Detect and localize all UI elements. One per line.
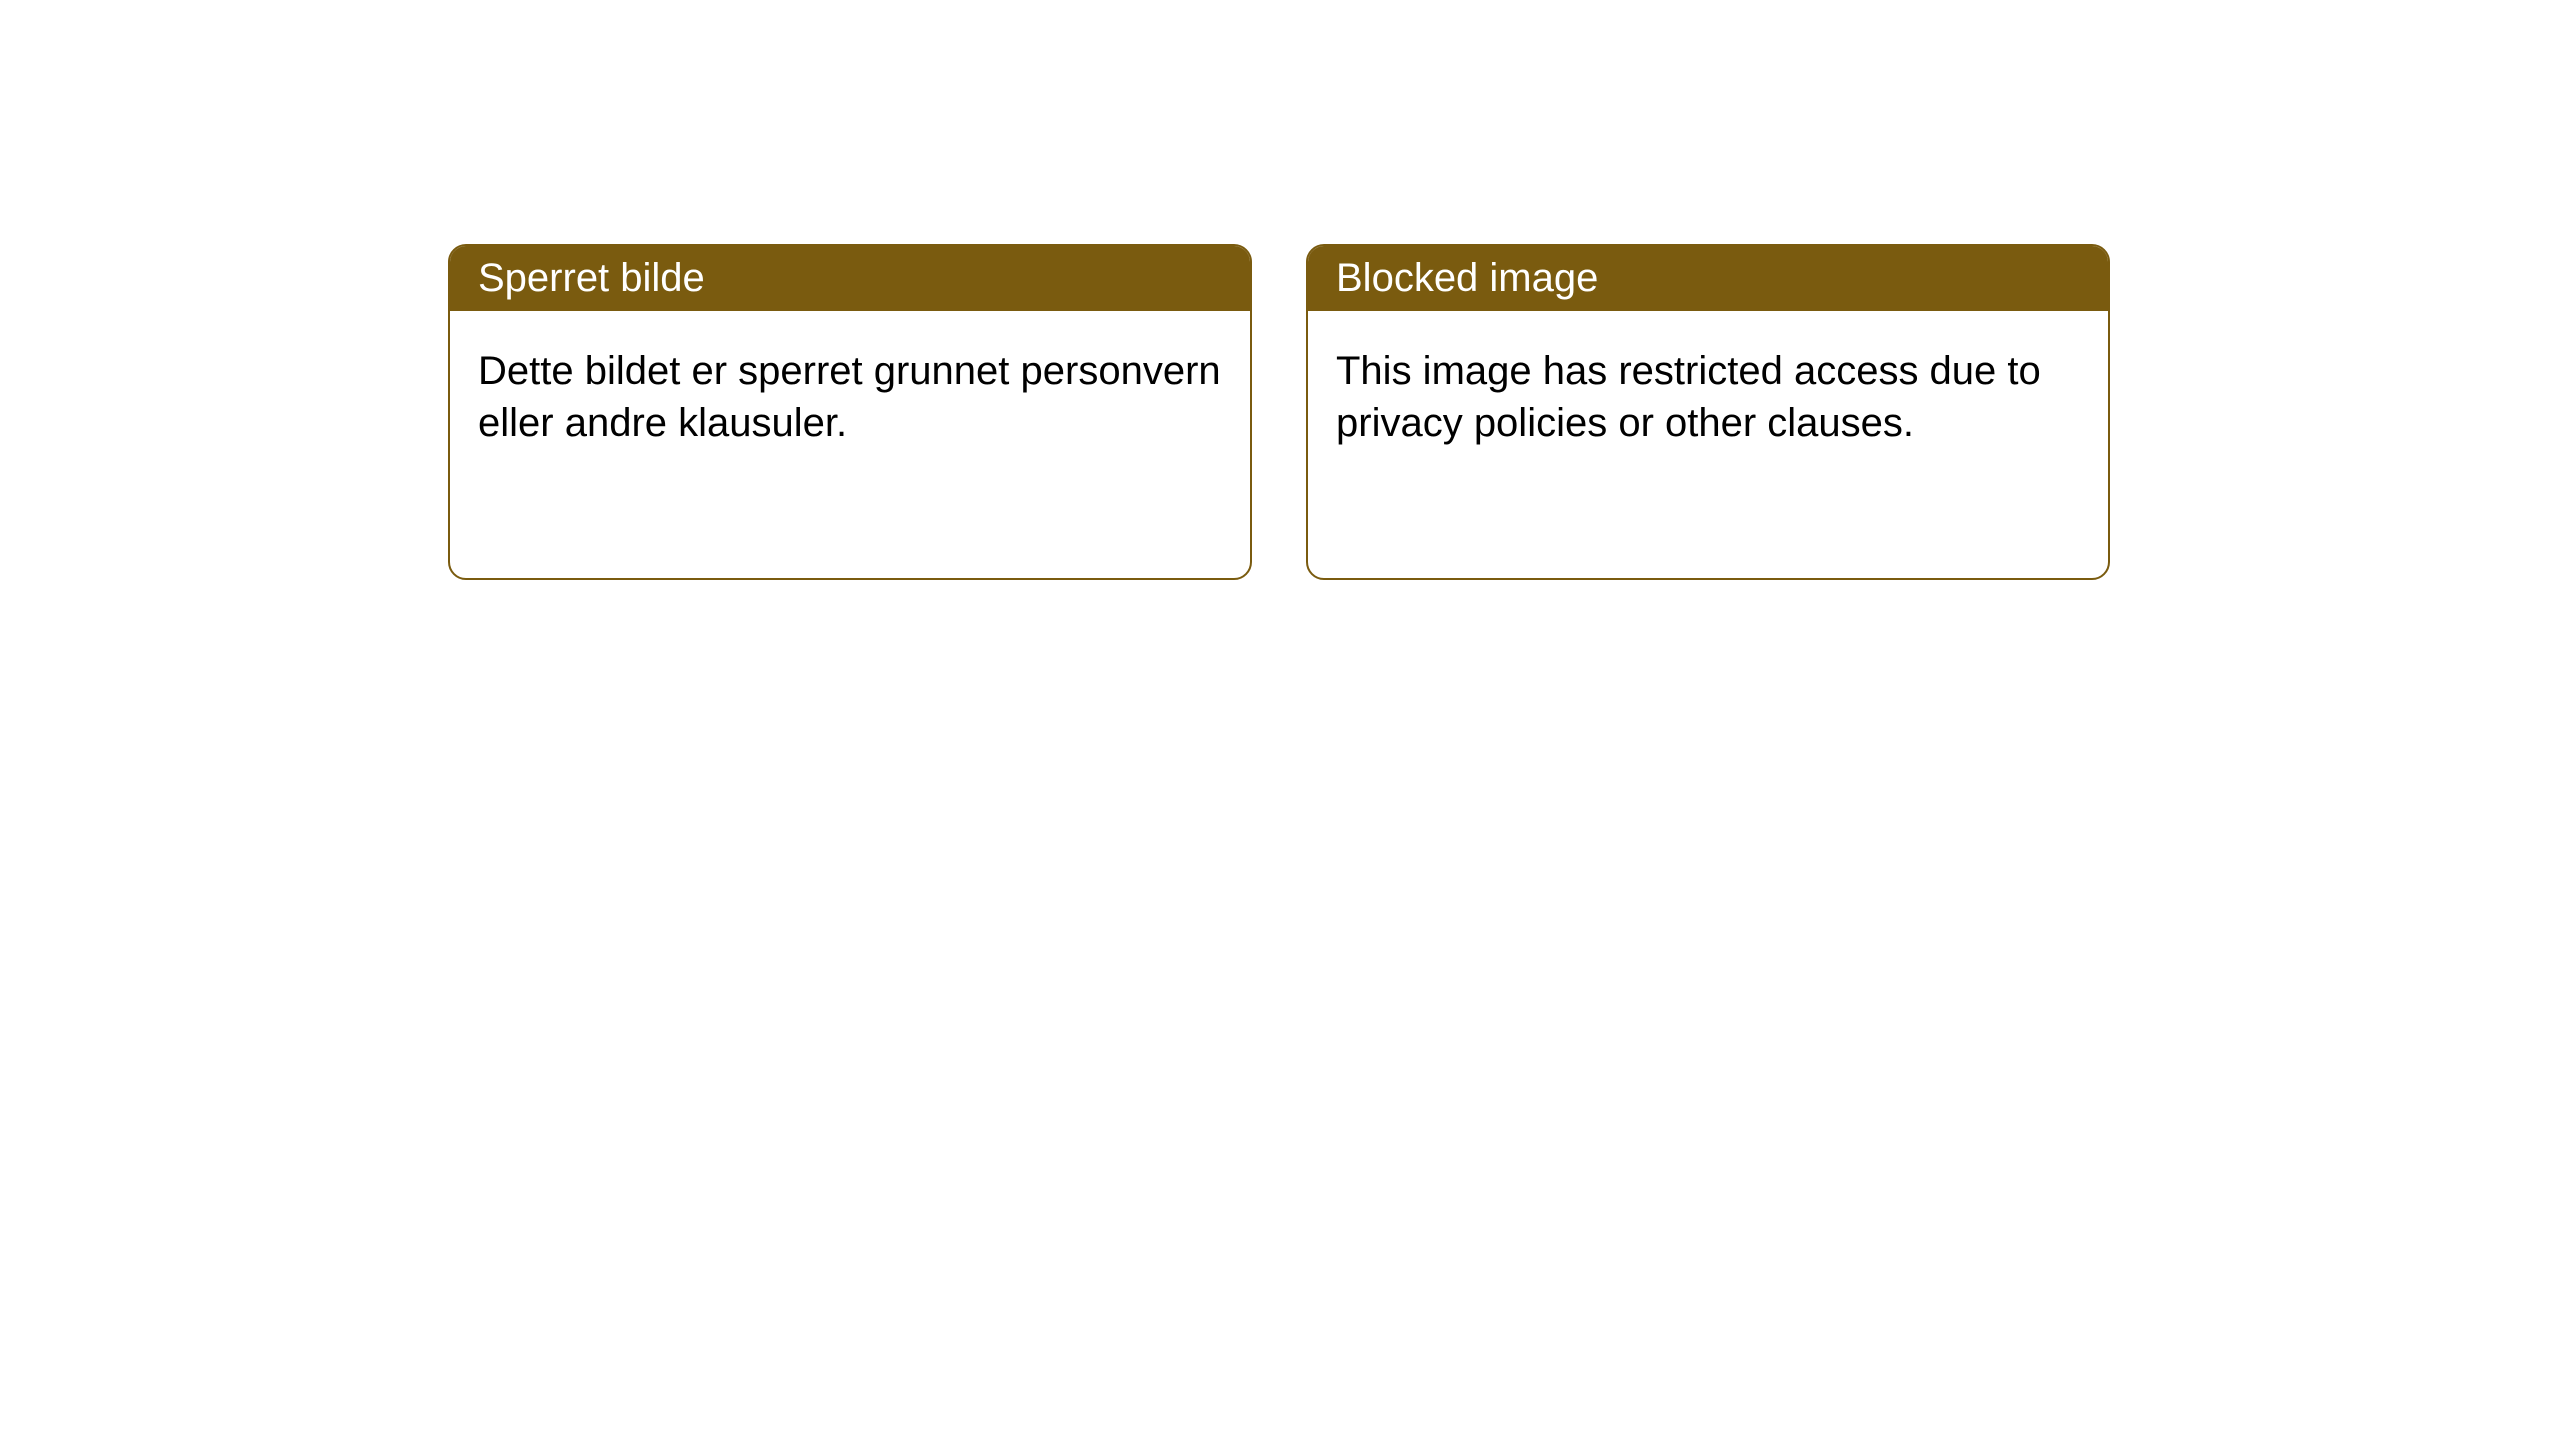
notice-body-text: Dette bildet er sperret grunnet personve… [478, 349, 1221, 445]
notice-header: Blocked image [1308, 246, 2108, 311]
notice-header: Sperret bilde [450, 246, 1250, 311]
notice-body: Dette bildet er sperret grunnet personve… [450, 311, 1250, 483]
notice-header-text: Blocked image [1336, 256, 1598, 300]
notice-container: Sperret bilde Dette bildet er sperret gr… [448, 244, 2110, 580]
notice-card-norwegian: Sperret bilde Dette bildet er sperret gr… [448, 244, 1252, 580]
notice-card-english: Blocked image This image has restricted … [1306, 244, 2110, 580]
notice-body-text: This image has restricted access due to … [1336, 349, 2041, 445]
notice-header-text: Sperret bilde [478, 256, 705, 300]
notice-body: This image has restricted access due to … [1308, 311, 2108, 483]
